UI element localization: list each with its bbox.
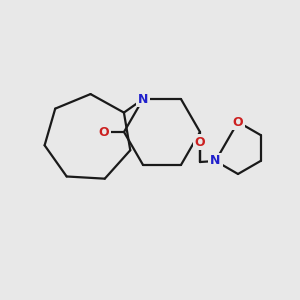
Text: O: O — [233, 116, 243, 128]
Text: N: N — [138, 93, 148, 106]
Text: O: O — [99, 125, 109, 139]
Text: O: O — [195, 136, 205, 148]
Text: N: N — [210, 154, 221, 167]
